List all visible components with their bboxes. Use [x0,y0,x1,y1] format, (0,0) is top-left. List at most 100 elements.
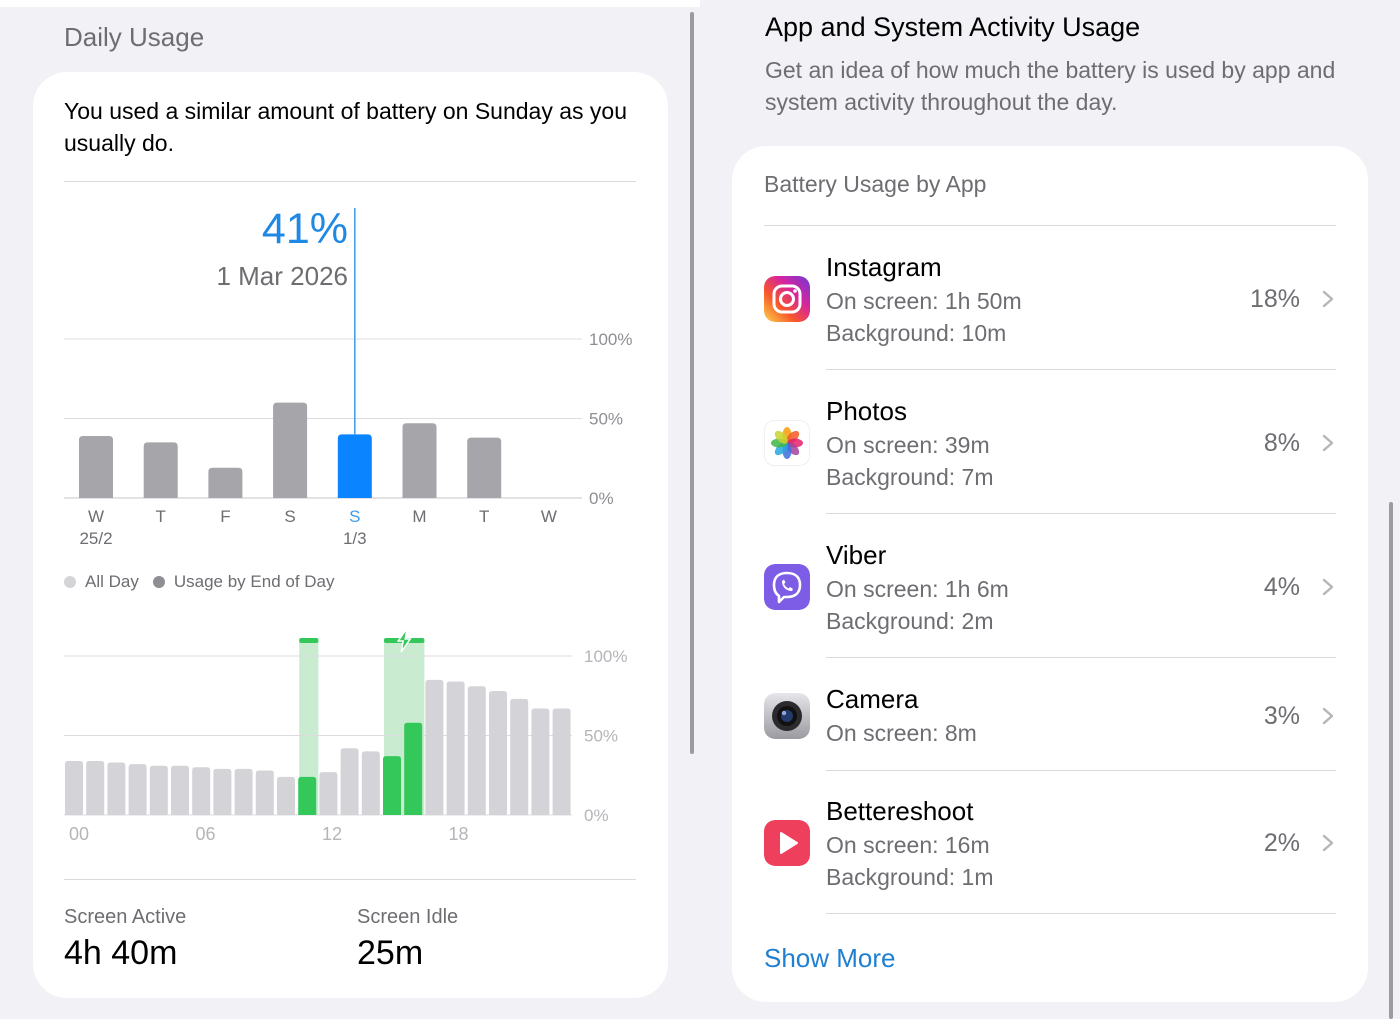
hour-bar [404,722,423,815]
usage-summary-text: You used a similar amount of battery on … [64,98,627,156]
section-title: Daily Usage [64,22,205,52]
camera-icon [764,693,810,739]
hour-bar [149,765,168,815]
separator [826,513,1336,514]
app-percent: 8% [1263,429,1300,457]
x-tick-label: F [220,507,230,526]
hour-bar [552,708,571,815]
hour-bar [489,690,507,815]
app-background: Background: 7m [826,464,994,490]
chevron-right-icon [1322,834,1334,852]
y-tick-label: 0% [584,806,609,825]
card-title: Battery Usage by App [764,171,987,197]
x-tick-label: M [412,507,426,526]
selected-percent: 41% [261,205,348,253]
screen-active-label: Screen Active [64,906,187,928]
y-tick-label: 0% [589,489,614,508]
daily-usage-chart[interactable]: 0% 50% 100% W 25/2 T F S S 1/3 M T W [0,0,700,560]
app-name: Instagram [826,252,942,282]
charging-band [299,640,319,815]
y-tick-label: 50% [589,410,623,429]
separator [764,225,1336,226]
x-tick-label: T [479,507,489,526]
app-row-camera[interactable]: Camera On screen: 8m 3% [732,674,1368,770]
x-tick-label: 06 [196,824,216,844]
instagram-icon [764,276,810,322]
show-more-link[interactable]: Show More [764,943,896,973]
hour-bar [340,748,359,815]
hour-bar [171,765,189,815]
viber-icon [764,564,810,610]
hour-bar [319,772,338,815]
app-name: Bettereshoot [826,796,974,826]
app-on-screen: On screen: 1h 50m [826,288,1022,314]
selected-date: 1 Mar 2026 [216,261,348,291]
app-on-screen: On screen: 16m [826,832,990,858]
separator [826,369,1336,370]
hourly-usage-chart[interactable]: 0% 50% 100% 00 06 12 18 [0,600,700,860]
chevron-right-icon [1322,707,1334,725]
scrollbar[interactable] [1389,502,1393,1019]
app-name: Viber [826,540,887,570]
legend-end-of-day: Usage by End of Day [173,572,335,591]
app-name: Photos [826,396,907,426]
bar [273,402,308,498]
app-percent: 4% [1263,573,1300,601]
chart-legend: All Day Usage by End of Day [64,572,335,592]
activity-subtitle: Get an idea of how much the battery is u… [765,57,1336,115]
x-tick-label: T [156,507,166,526]
x-tick-label: S [349,507,360,526]
y-tick-label: 100% [584,647,627,666]
chevron-right-icon [1322,578,1334,596]
screen-idle-label: Screen Idle [357,906,459,928]
x-tick-label: W [88,507,104,526]
app-on-screen: On screen: 1h 6m [826,576,1009,602]
charging-cap [299,638,319,643]
legend-all-day: All Day [85,572,139,591]
bar [337,434,372,498]
app-name: Camera [826,684,919,714]
app-percent: 18% [1249,285,1300,313]
x-tick-label: 00 [69,824,89,844]
activity-title: App and System Activity Usage [765,12,1141,42]
y-tick-label: 100% [589,330,632,349]
pane-divider[interactable] [690,12,694,754]
hour-bar [383,756,401,815]
hour-bar [510,698,529,815]
bar [143,442,178,498]
app-row-bettereshoot[interactable]: Bettereshoot On screen: 16m Background: … [732,786,1368,913]
battery-usage-card [732,146,1368,1002]
separator [826,657,1336,658]
hour-bar [425,679,444,815]
hour-bar [277,776,295,815]
app-on-screen: On screen: 8m [826,720,977,746]
hour-bar [255,770,274,815]
hour-bar [531,708,550,815]
bar [208,467,243,498]
app-on-screen: On screen: 39m [826,432,990,458]
separator [826,913,1336,914]
hour-bar [467,686,486,815]
x-tick-label: 12 [322,824,342,844]
app-percent: 3% [1263,702,1300,730]
separator [826,770,1336,771]
app-row-viber[interactable]: Viber On screen: 1h 6m Background: 2m 4% [732,530,1368,657]
y-tick-label: 50% [584,727,618,746]
daily-usage-card [33,72,668,998]
hour-bar [128,764,147,815]
hour-bar [65,760,83,815]
app-background: Background: 10m [826,320,1007,346]
x-tick-label: 18 [449,824,469,844]
separator [64,879,636,880]
x-tick-label: W [541,507,557,526]
screen-active-value: 4h 40m [64,934,178,972]
app-row-photos[interactable]: Photos On screen: 39m Background: 7m 8% [732,386,1368,513]
separator [64,181,636,182]
bar [467,437,502,498]
x-tick-sublabel: 25/2 [79,529,112,548]
app-row-instagram[interactable]: Instagram On screen: 1h 50m Background: … [732,242,1368,369]
top-edge [0,0,700,7]
bar [79,435,113,498]
bolt-icon [396,627,412,653]
chevron-right-icon [1322,434,1334,452]
